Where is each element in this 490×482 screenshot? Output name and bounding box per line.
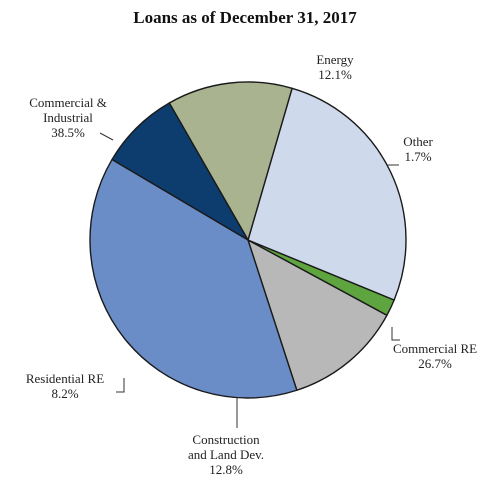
slice-percent: 1.7%: [404, 149, 431, 164]
slice-label-construction-and-land-dev: Construction and Land Dev. 12.8%: [188, 432, 264, 477]
pie-slice-commercial-industrial: [89, 158, 298, 399]
slice-label-other: Other 1.7%: [403, 134, 433, 164]
slice-label-line: Commercial RE: [393, 341, 477, 356]
slice-label-line: Commercial &: [29, 95, 107, 110]
pie-slice-commercial-re: [247, 87, 407, 301]
slice-label-residential-re: Residential RE 8.2%: [26, 371, 104, 401]
pie-slice-construction-and-land-dev: [168, 81, 293, 241]
slice-label-line: Construction: [192, 432, 260, 447]
slice-label-line: Energy: [316, 52, 354, 67]
chart-title: Loans as of December 31, 2017: [133, 8, 357, 27]
slice-label-line: Residential RE: [26, 371, 104, 386]
slice-percent: 8.2%: [51, 386, 78, 401]
slice-label-line: Industrial: [43, 110, 93, 125]
slice-percent: 26.7%: [418, 356, 452, 371]
slice-label-line: Other: [403, 134, 433, 149]
slice-label-line: and Land Dev.: [188, 447, 264, 462]
slice-label-commercial-re: Commercial RE 26.7%: [393, 341, 477, 371]
pie-slice-energy: [247, 239, 388, 391]
slice-percent: 12.8%: [209, 462, 243, 477]
leader-line-commercial-industrial: [99, 132, 114, 141]
leader-line-residential-re: [116, 378, 125, 393]
slice-label-commercial-industrial: Commercial & Industrial 38.5%: [29, 95, 107, 140]
slice-label-energy: Energy 12.1%: [316, 52, 354, 82]
leader-line-commercial-re: [391, 327, 400, 341]
slice-percent: 12.1%: [318, 67, 352, 82]
slice-percent: 38.5%: [51, 125, 85, 140]
